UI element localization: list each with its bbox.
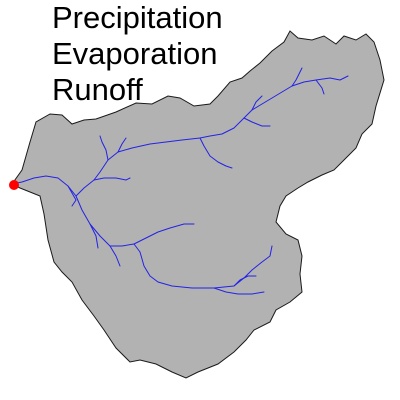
central-tributary [199,137,233,169]
south-tributary-2 [213,287,265,295]
river-network [11,67,349,295]
process-legend: Precipitation Evaporation Runoff [52,0,223,108]
east-lower-tributary [233,275,257,287]
south-tributary-3 [109,245,121,267]
west-tributary [93,177,131,181]
northeast-tributary-2 [315,79,325,95]
legend-runoff: Runoff [52,72,143,107]
upper-tributary [251,95,263,111]
west-tributary-2 [67,185,77,207]
north-tributary-2 [117,137,127,153]
watershed-basin [11,30,385,379]
south-tributary [133,223,195,245]
legend-precipitation: Precipitation [52,0,223,35]
east-tributary [243,117,271,127]
lower-tributary [89,223,99,249]
north-tributary [99,135,109,161]
northeast-tributary [291,67,303,87]
legend-evaporation: Evaporation [52,36,218,71]
outlet-point [9,180,19,190]
